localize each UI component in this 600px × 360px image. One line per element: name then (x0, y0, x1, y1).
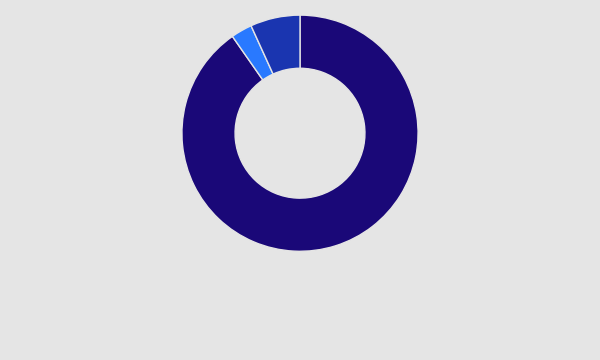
Wedge shape (232, 26, 273, 80)
Wedge shape (251, 15, 300, 74)
Wedge shape (182, 15, 418, 251)
